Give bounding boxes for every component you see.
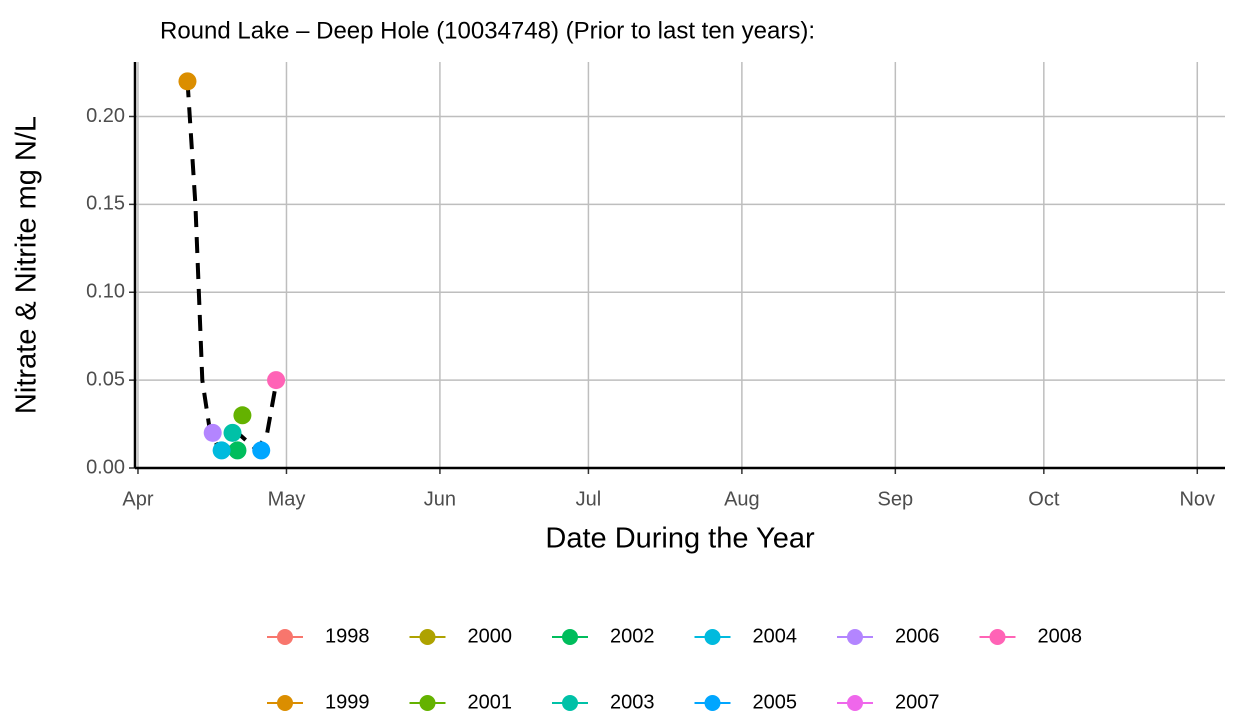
x-tick-label: Apr — [122, 488, 153, 510]
x-axis-title: Date During the Year — [545, 523, 815, 555]
legend-label: 1998 — [325, 625, 370, 647]
legend-marker — [847, 629, 863, 645]
y-tick-label: 0.15 — [86, 193, 125, 215]
point — [223, 423, 242, 442]
x-tick-label: Sep — [878, 488, 914, 510]
legend-label: 2005 — [753, 691, 798, 713]
legend-item: 2003 — [552, 691, 655, 713]
legend-marker — [847, 695, 863, 711]
legend-marker — [419, 695, 436, 711]
x-tick-label: Jun — [424, 488, 456, 510]
x-tick-label: Jul — [576, 488, 602, 510]
legend-item: 2008 — [979, 625, 1083, 647]
legend-marker — [419, 629, 436, 645]
trend-line — [185, 81, 278, 453]
chart-title: Round Lake – Deep Hole (10034748) (Prior… — [160, 17, 815, 44]
legend-label: 1999 — [325, 691, 370, 713]
x-tick-label: Nov — [1179, 488, 1215, 510]
legend-item: 2002 — [552, 625, 655, 647]
legend-item: 1999 — [267, 691, 370, 713]
legend-label: 2003 — [610, 691, 655, 713]
point — [228, 441, 247, 460]
legend-label: 2004 — [753, 625, 798, 647]
legend-marker — [989, 629, 1006, 645]
point — [203, 423, 222, 442]
legend-marker — [562, 695, 578, 711]
legend-item: 2004 — [694, 625, 798, 647]
legend-marker — [277, 695, 293, 711]
legend-item: 2007 — [837, 691, 940, 713]
point — [252, 441, 271, 460]
legend-label: 2008 — [1038, 625, 1083, 647]
legend-marker — [562, 629, 578, 645]
legend-label: 2007 — [895, 691, 940, 713]
y-tick-label: 0.00 — [86, 456, 125, 478]
legend-label: 2001 — [468, 691, 513, 713]
legend-marker — [704, 629, 721, 645]
legend-item: 2005 — [694, 691, 798, 713]
point — [233, 406, 252, 425]
legend-item: 2006 — [837, 625, 940, 647]
point — [178, 72, 197, 91]
point — [212, 441, 231, 460]
point — [267, 371, 286, 390]
legend-label: 2000 — [468, 625, 513, 647]
legend-item: 2001 — [409, 691, 513, 713]
y-tick-label: 0.05 — [86, 368, 125, 390]
y-tick-label: 0.20 — [86, 105, 125, 127]
legend-item: 2000 — [409, 625, 513, 647]
legend-label: 2002 — [610, 625, 655, 647]
y-axis-title: Nitrate & Nitrite mg N/L — [11, 116, 43, 414]
legend-marker — [704, 695, 721, 711]
x-tick-label: Oct — [1028, 488, 1060, 510]
x-tick-label: Aug — [724, 488, 760, 510]
legend-label: 2006 — [895, 625, 940, 647]
legend-item: 1998 — [267, 625, 370, 647]
x-tick-label: May — [268, 488, 306, 510]
legend-marker — [277, 629, 293, 645]
y-tick-label: 0.10 — [86, 281, 125, 303]
